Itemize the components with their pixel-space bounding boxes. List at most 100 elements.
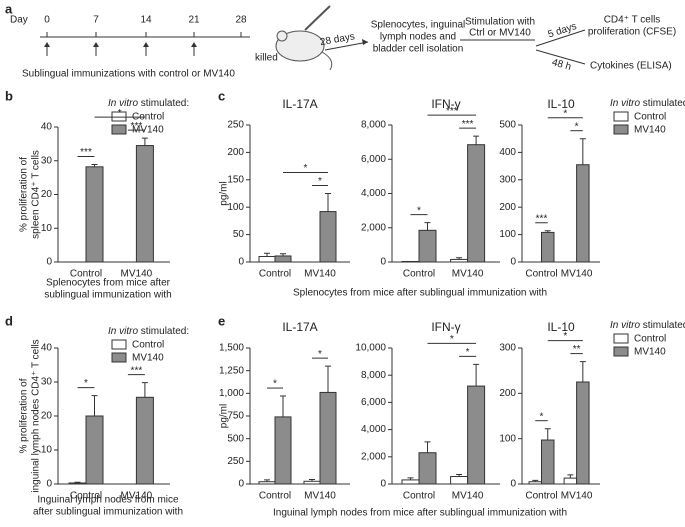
y-tick-label: 2,000 [361,451,386,462]
x-tick-label: MV140 [561,491,593,502]
legend-label: Control [634,334,666,345]
y-tick-label: 0 [46,479,52,490]
legend-title: In vitro stimulated: [108,326,189,337]
y-tick-label: 400 [499,147,516,158]
y-tick-label: 200 [227,147,244,158]
bar [541,439,555,485]
bar [68,482,87,485]
y-tick-label: 4,000 [361,188,386,199]
legend-swatch [613,346,629,357]
y-tick-label: 0 [380,257,386,268]
x-tick-label: Control [403,269,435,280]
error-bar [280,395,286,417]
stimulation: Ctrl or MV140 [469,28,531,39]
legend-title: In vitro stimulated: [610,320,685,331]
mouse-icon [275,5,333,71]
panel-label: b [5,88,13,103]
significance-label: * [318,349,322,360]
y-tick-label: 1,250 [219,365,244,376]
y-tick-label: 100 [227,202,244,213]
legend-title-italic: In vitro [610,98,640,109]
bar [135,145,154,263]
legend-label: MV140 [634,347,666,358]
error-bar [91,163,98,167]
bar [258,256,276,263]
facet-title: IL-10 [547,320,575,334]
error-bar [544,428,551,441]
x-tick-label: Control [259,269,291,280]
y-tick-label: 10,000 [355,343,386,354]
legend-swatch [613,111,629,122]
x-axis-label: sublingual immunization with [44,290,171,301]
y-tick-label: 100 [499,433,516,444]
day: 7 [93,15,99,26]
y-tick-label: 1,000 [219,388,244,399]
error-bar [309,478,315,482]
significance-label: * [563,108,567,119]
y-tick-label: 8,000 [361,120,386,131]
bar [85,415,104,485]
facet-title: IFN-γ [431,320,460,334]
arrowhead [143,42,149,47]
branch1: CD4⁺ T cells [604,15,661,26]
panel-a: a Day killed Sublingual immunizations wi… [5,1,676,79]
bar [258,481,276,485]
y-axis-label: pg/ml [219,404,230,428]
y-tick-label: 200 [499,202,516,213]
error-bar [473,363,480,387]
arrow [535,29,586,47]
significance-label: *** [462,119,474,130]
arrowhead [362,39,368,45]
arrowhead [93,42,99,47]
panel-label: d [5,313,13,328]
isolation: Splenocytes, inguinal [371,20,466,31]
y-tick-label: 0 [238,257,244,268]
legend-label: MV140 [634,125,666,136]
bar [528,481,543,485]
isolation: lymph nodes and [380,32,456,43]
x-tick-label: MV140 [121,491,153,502]
y-tick-label: 1,500 [219,343,244,354]
bar [418,452,437,485]
y-tick-label: 6,000 [361,397,386,408]
significance-label: *** [446,106,458,117]
significance-label: * [318,176,322,187]
significance-label: * [118,108,122,119]
y-tick-label: 200 [499,388,516,399]
bar [401,479,420,485]
bar [85,166,104,263]
error-bar [579,138,586,165]
significance-label: * [466,347,470,358]
panel-label: e [218,313,225,328]
x-tick-label: MV140 [304,269,336,280]
significance-label: * [540,411,544,422]
caption: Sublingual immunizations with control or… [22,69,235,80]
significance-label: * [273,379,277,390]
x-tick-label: MV140 [561,269,593,280]
y-tick-label: 250 [227,456,244,467]
error-bar [74,481,81,483]
y-tick-label: 10 [41,223,53,234]
error-bar [264,479,270,482]
y-tick-label: 100 [499,229,516,240]
y-tick-label: 30 [41,377,53,388]
bar [274,255,292,263]
panel-label: c [218,88,225,103]
legend-title-rest: stimulated: [141,98,189,109]
y-tick-label: 10 [41,445,53,456]
x-tick-label: Control [70,269,102,280]
y-tick-label: 6,000 [361,154,386,165]
bar [418,229,437,263]
bar [303,480,321,485]
x-axis-label: Inguinal lymph nodes from mice after sub… [273,508,567,519]
legend-title-italic: In vitro [108,326,138,337]
bar [467,144,486,263]
y-tick-label: 50 [233,229,245,240]
legend-swatch [111,352,127,363]
panel-label: a [5,1,13,16]
y-tick-label: 4,000 [361,424,386,435]
error-bar [473,135,480,145]
error-bar [280,253,286,256]
y-tick-label: 300 [499,174,516,185]
